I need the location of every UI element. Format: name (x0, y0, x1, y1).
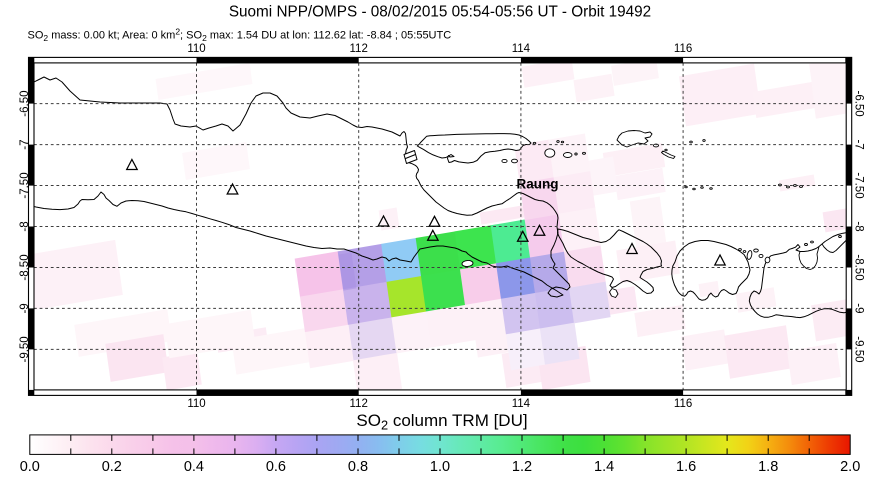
svg-text:-9: -9 (853, 303, 865, 313)
svg-text:-7: -7 (19, 139, 31, 149)
svg-text:SO2 mass: 0.00 kt; Area: 0 km2: SO2 mass: 0.00 kt; Area: 0 km2; SO2 max:… (28, 27, 452, 44)
svg-text:112: 112 (350, 398, 368, 410)
svg-text:-8.50: -8.50 (853, 254, 865, 280)
svg-text:Raung: Raung (517, 177, 559, 192)
svg-text:114: 114 (512, 43, 531, 55)
svg-text:110: 110 (187, 43, 205, 55)
svg-text:0.0: 0.0 (20, 459, 40, 475)
svg-text:110: 110 (187, 398, 205, 410)
svg-text:0.8: 0.8 (348, 459, 368, 475)
svg-text:114: 114 (512, 398, 531, 410)
svg-text:112: 112 (350, 43, 368, 55)
svg-text:1.0: 1.0 (430, 459, 450, 475)
svg-text:0.4: 0.4 (184, 459, 204, 475)
svg-text:-7.50: -7.50 (19, 172, 31, 198)
svg-text:116: 116 (674, 43, 692, 55)
svg-text:0.2: 0.2 (102, 459, 122, 475)
svg-text:1.6: 1.6 (676, 459, 696, 475)
svg-text:-9: -9 (19, 303, 31, 313)
svg-text:116: 116 (674, 398, 692, 410)
svg-text:-8.50: -8.50 (19, 254, 31, 280)
svg-text:1.4: 1.4 (594, 459, 614, 475)
svg-text:-6.50: -6.50 (853, 90, 865, 116)
svg-text:-6.50: -6.50 (19, 90, 31, 116)
svg-text:SO2 column TRM [DU]: SO2 column TRM [DU] (356, 411, 527, 432)
svg-text:-8: -8 (853, 221, 865, 231)
svg-text:-9.50: -9.50 (853, 336, 865, 362)
svg-text:-9.50: -9.50 (19, 336, 31, 362)
svg-text:-7.50: -7.50 (853, 172, 865, 198)
svg-text:-7: -7 (853, 139, 865, 149)
svg-text:Suomi NPP/OMPS - 08/02/2015 05: Suomi NPP/OMPS - 08/02/2015 05:54-05:56 … (229, 4, 651, 21)
svg-text:1.8: 1.8 (758, 459, 778, 475)
svg-text:1.2: 1.2 (512, 459, 532, 475)
svg-text:2.0: 2.0 (840, 459, 860, 475)
svg-text:0.6: 0.6 (266, 459, 286, 475)
svg-text:-8: -8 (19, 221, 31, 231)
